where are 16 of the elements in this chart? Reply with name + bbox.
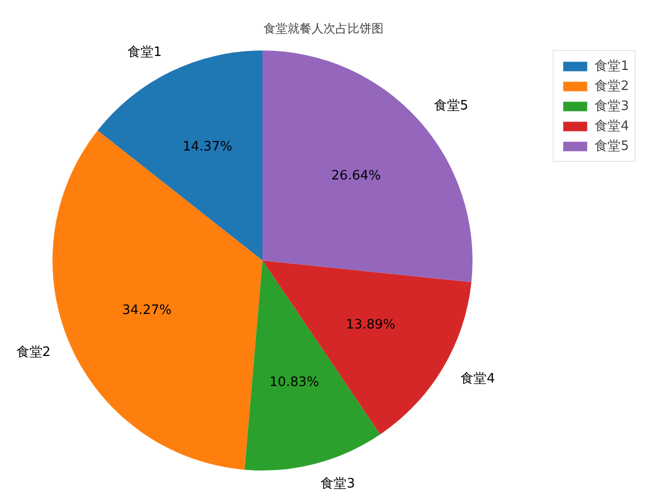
data-label: 10.83% bbox=[269, 374, 320, 390]
legend-label: 食堂3 bbox=[594, 98, 629, 115]
chart-title: 食堂就餐人次占比饼图 bbox=[264, 22, 384, 36]
legend-label: 食堂2 bbox=[594, 78, 629, 95]
slice-label: 食堂1 bbox=[127, 45, 162, 60]
legend-label: 食堂5 bbox=[594, 138, 629, 155]
slice-label: 食堂2 bbox=[16, 344, 51, 360]
slice-label: 食堂5 bbox=[434, 98, 468, 114]
data-label: 34.27% bbox=[122, 303, 172, 318]
slice-label: 食堂3 bbox=[320, 476, 355, 492]
data-label: 14.37% bbox=[182, 140, 232, 155]
legend-label: 食堂1 bbox=[594, 58, 629, 75]
data-label: 13.89% bbox=[346, 318, 396, 333]
legend-label: 食堂4 bbox=[594, 118, 629, 135]
data-label: 26.64% bbox=[331, 168, 381, 184]
slice-label: 食堂4 bbox=[460, 372, 495, 387]
